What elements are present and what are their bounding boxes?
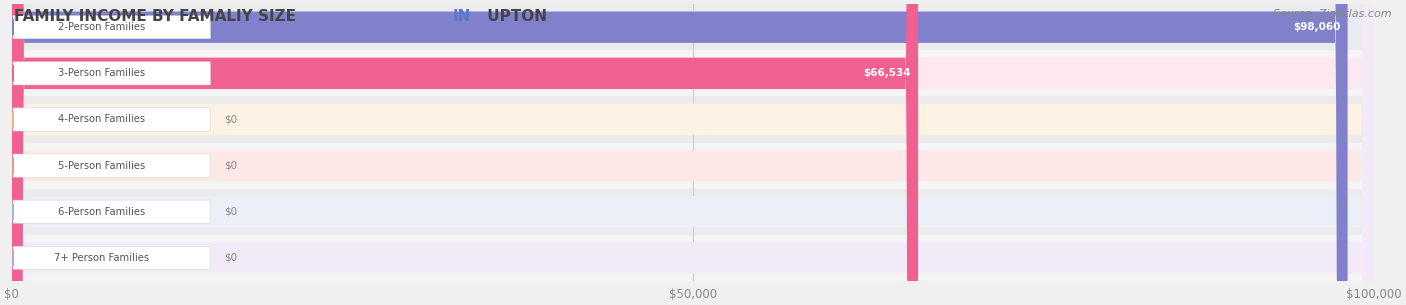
Text: $0: $0 (224, 114, 238, 124)
Text: FAMILY INCOME BY FAMALIY SIZE: FAMILY INCOME BY FAMALIY SIZE (14, 9, 301, 24)
FancyBboxPatch shape (11, 50, 1374, 96)
Text: IN: IN (453, 9, 471, 24)
Text: $98,060: $98,060 (1294, 22, 1341, 32)
FancyBboxPatch shape (11, 0, 1374, 305)
Text: UPTON: UPTON (482, 9, 547, 24)
FancyBboxPatch shape (11, 4, 1374, 50)
FancyBboxPatch shape (13, 108, 211, 131)
Text: 7+ Person Families: 7+ Person Families (55, 253, 149, 263)
FancyBboxPatch shape (11, 0, 1374, 305)
Text: $0: $0 (224, 161, 238, 170)
FancyBboxPatch shape (13, 16, 211, 39)
FancyBboxPatch shape (13, 154, 211, 177)
FancyBboxPatch shape (11, 0, 1374, 305)
FancyBboxPatch shape (11, 0, 1347, 305)
Text: $0: $0 (224, 253, 238, 263)
Text: $66,534: $66,534 (863, 68, 911, 78)
Text: Source: ZipAtlas.com: Source: ZipAtlas.com (1274, 9, 1392, 19)
FancyBboxPatch shape (11, 0, 1374, 305)
FancyBboxPatch shape (13, 200, 211, 223)
FancyBboxPatch shape (11, 0, 1374, 305)
FancyBboxPatch shape (13, 62, 211, 85)
FancyBboxPatch shape (11, 189, 1374, 235)
Text: $0: $0 (224, 207, 238, 217)
Text: 6-Person Families: 6-Person Families (58, 207, 145, 217)
FancyBboxPatch shape (13, 246, 211, 269)
Text: 4-Person Families: 4-Person Families (58, 114, 145, 124)
Text: 5-Person Families: 5-Person Families (58, 161, 145, 170)
FancyBboxPatch shape (11, 235, 1374, 281)
FancyBboxPatch shape (11, 96, 1374, 142)
FancyBboxPatch shape (11, 142, 1374, 189)
Text: 2-Person Families: 2-Person Families (58, 22, 145, 32)
FancyBboxPatch shape (11, 0, 1374, 305)
FancyBboxPatch shape (11, 0, 918, 305)
Text: 3-Person Families: 3-Person Families (58, 68, 145, 78)
